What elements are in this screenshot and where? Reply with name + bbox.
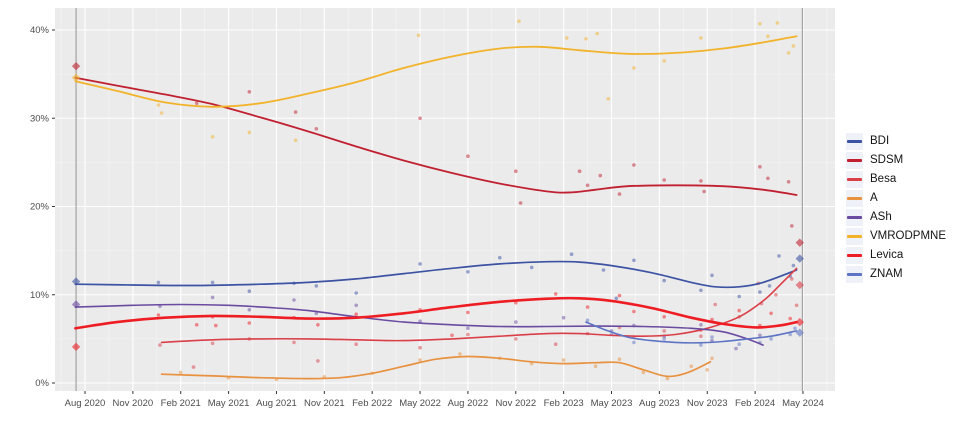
legend-item-znam: ZNAM [846, 265, 946, 284]
trend-lines [74, 35, 798, 380]
result-marker-levica [795, 317, 804, 327]
legend-label: Besa [870, 172, 897, 185]
legend-item-levica: Levica [846, 246, 946, 265]
result-marker-besa [795, 280, 804, 290]
x-axis-tick-label: Aug 2021 [256, 398, 297, 409]
x-axis-tick-label: Aug 2022 [448, 398, 489, 409]
legend-item-besa: Besa [846, 170, 946, 189]
legend-label: SDSM [870, 153, 904, 166]
legend-key-line-icon [846, 228, 863, 245]
x-axis-tick-label: Feb 2021 [161, 398, 201, 409]
result-marker-sdsm [71, 61, 81, 71]
x-axis-tick-label: Nov 2020 [113, 398, 154, 409]
x-axis-tick-label: Aug 2020 [65, 398, 106, 409]
result-marker-levica [71, 342, 81, 352]
legend-item-sdsm: SDSM [846, 151, 946, 170]
legend-item-vmrodpmne: VMRODPMNE [846, 227, 946, 246]
plot-panel [55, 8, 835, 391]
y-axis-tick-label: 0% [35, 378, 49, 389]
legend-key-line-icon [846, 247, 863, 264]
legend-label: VMRODPMNE [870, 229, 947, 242]
y-axis-tick-label: 30% [30, 113, 50, 124]
trend-line-znam [585, 321, 798, 344]
trend-line-sdsm [74, 76, 798, 196]
x-axis-tick-label: May 2023 [591, 398, 633, 409]
legend-key-line-icon [846, 209, 863, 226]
trend-line-vmrodpmne [74, 35, 798, 108]
legend-label: Levica [870, 248, 904, 261]
trend-line-a [160, 355, 712, 380]
x-axis-tick-label: Feb 2023 [544, 398, 584, 409]
legend-key-line-icon [846, 266, 863, 283]
y-axis-tick-label: 40% [30, 25, 50, 36]
y-axis-tick-label: 20% [30, 202, 50, 213]
legend-label: ASh [870, 210, 892, 223]
result-marker-bdi [795, 254, 804, 263]
election-result-markers [71, 61, 804, 352]
axes: 0% 10% 20% 30% 40% Aug 2020 Nov 2020 Feb 2021 Ma… [30, 25, 824, 409]
trend-line-bdi [74, 260, 798, 289]
legend-label: A [870, 191, 878, 204]
x-axis-tick-label: May 2024 [782, 398, 824, 409]
legend-label: BDI [870, 134, 890, 147]
x-axis-tick-label: Nov 2021 [304, 398, 345, 409]
result-marker-ash [71, 300, 81, 309]
legend-key-line-icon [846, 190, 863, 207]
scatter-vmrodpmne [156, 19, 796, 143]
scatter-znam [585, 318, 797, 347]
tick-marks [52, 29, 804, 394]
x-axis-tick-label: Nov 2023 [687, 398, 728, 409]
x-axis-tick-label: Aug 2023 [639, 398, 680, 409]
x-axis-tick-label: May 2021 [208, 398, 250, 409]
result-marker-sdsm [795, 238, 804, 247]
trend-line-besa [160, 267, 798, 344]
legend-key-line-icon [846, 171, 863, 188]
legend-item-bdi: BDI [846, 132, 946, 151]
y-axis-tick-label: 10% [30, 290, 50, 301]
result-marker-bdi [71, 277, 81, 286]
legend-item-a: A [846, 189, 946, 208]
result-marker-vmrodpmne [71, 73, 81, 82]
x-axis-tick-label: May 2022 [399, 398, 441, 409]
legend-item-ash: ASh [846, 208, 946, 227]
scatter-sdsm [194, 90, 794, 228]
x-axis-tick-label: Nov 2022 [495, 398, 536, 409]
legend-label: ZNAM [870, 267, 903, 280]
x-axis-tick-label: Feb 2024 [735, 398, 775, 409]
trend-line-ash [74, 303, 764, 346]
scatter-bdi [156, 252, 796, 301]
x-axis-tick-label: Feb 2022 [352, 398, 392, 409]
trend-line-levica [74, 296, 798, 330]
legend: BDI SDSM Besa A ASh VMRODPMNE Levica ZNAM [846, 132, 946, 284]
result-marker-znam [795, 328, 804, 337]
legend-key-line-icon [846, 152, 863, 169]
legend-key-line-icon [846, 133, 863, 150]
